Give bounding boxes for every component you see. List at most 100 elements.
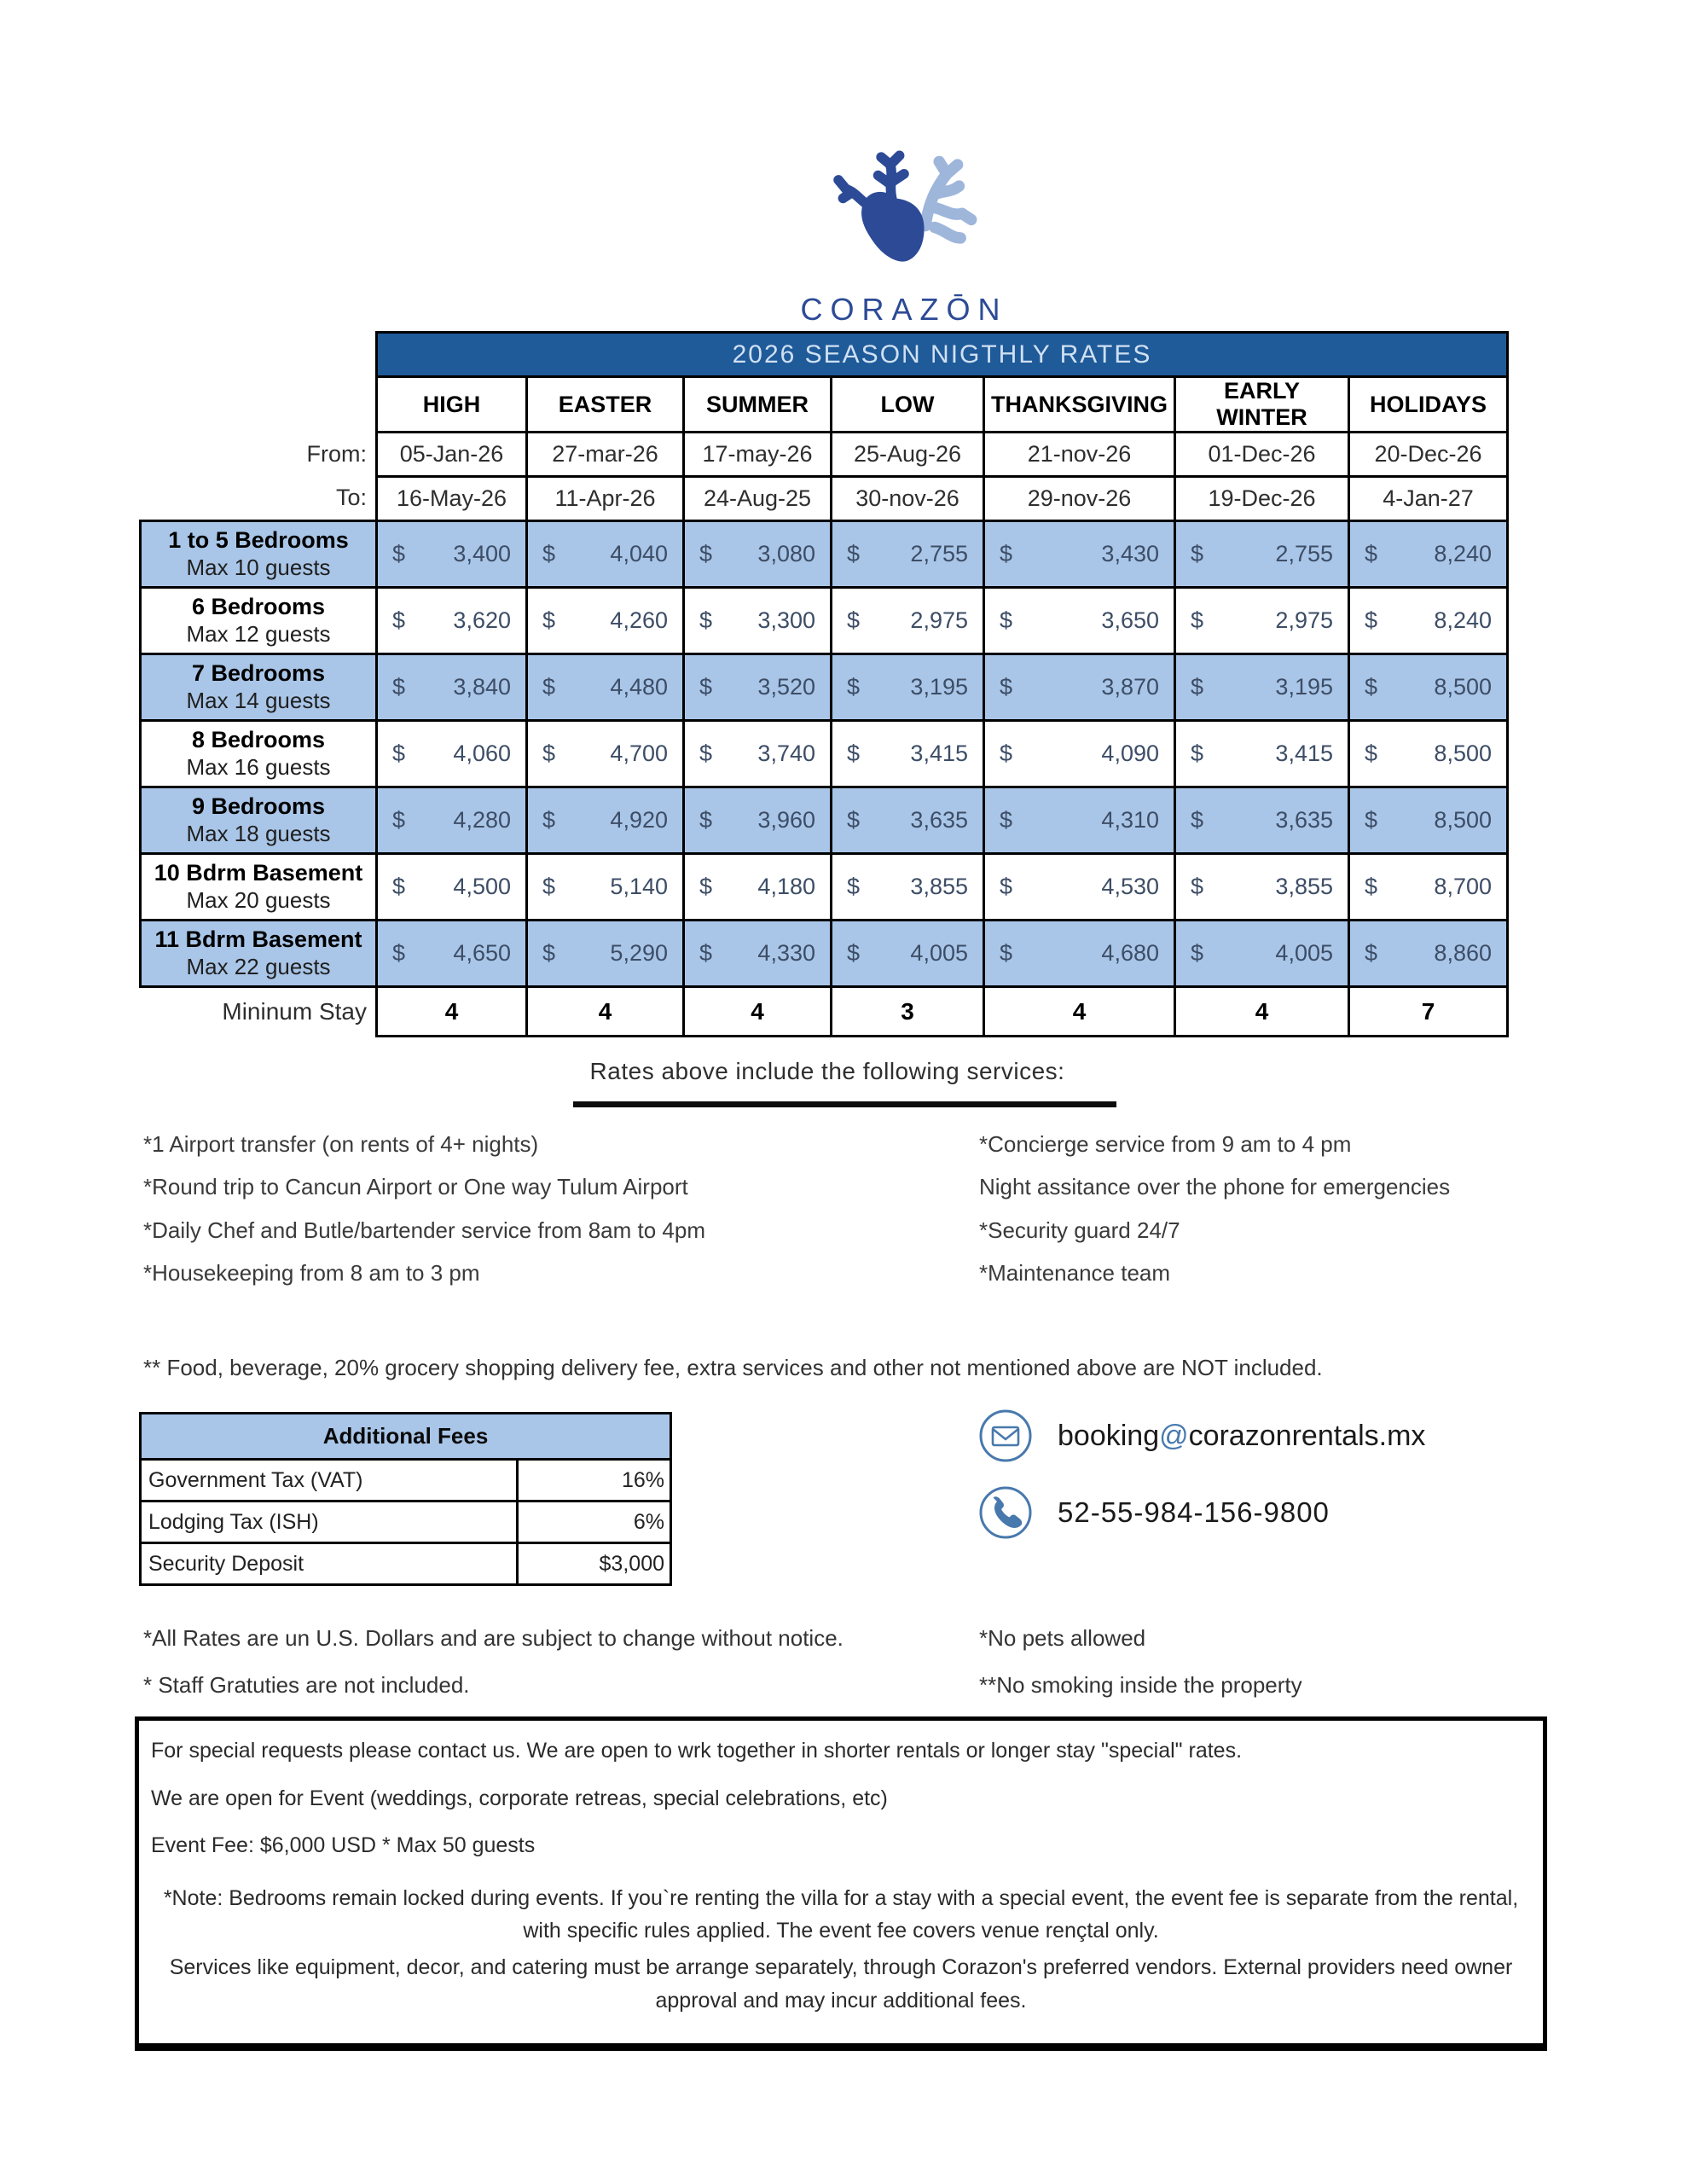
max-guests: Max 16 guests xyxy=(186,754,331,781)
currency-symbol: $ xyxy=(1000,741,1013,766)
currency-symbol: $ xyxy=(847,741,861,766)
currency-symbol: $ xyxy=(542,741,556,766)
currency-symbol: $ xyxy=(542,940,556,966)
max-guests: Max 20 guests xyxy=(186,887,331,914)
minimum-stay-value: 4 xyxy=(375,985,528,1037)
price-value: 3,840 xyxy=(453,674,511,700)
price-value: 5,290 xyxy=(610,940,668,966)
phone-icon xyxy=(979,1486,1032,1539)
special-line: For special requests please contact us. … xyxy=(151,1739,1243,1763)
additional-fees-table: Additional Fees Government Tax (VAT) 16%… xyxy=(139,1412,672,1586)
price-value: 3,855 xyxy=(1275,874,1333,899)
notes-left: *All Rates are un U.S. Dollars and are s… xyxy=(143,1625,844,1719)
price-cell: $3,195 xyxy=(830,653,985,722)
currency-symbol: $ xyxy=(1365,741,1378,766)
notes-right: *No pets allowed **No smoking inside the… xyxy=(979,1625,1302,1719)
season-header-row: HIGH EASTER SUMMER LOW THANKSGIVING EARL… xyxy=(140,375,1509,433)
date-from: 25-Aug-26 xyxy=(830,431,985,478)
season-header: EARLY WINTER xyxy=(1174,375,1350,433)
minimum-stay-value: 4 xyxy=(983,985,1176,1037)
price-cell: $4,310 xyxy=(983,786,1176,855)
row-label: 7 Bedrooms Max 14 guests xyxy=(139,653,378,722)
row-label: 9 Bedrooms Max 18 guests xyxy=(139,786,378,855)
to-label: To: xyxy=(140,476,377,521)
date-from: 21-nov-26 xyxy=(983,431,1176,478)
row-label: 1 to 5 Bedrooms Max 10 guests xyxy=(139,520,378,589)
currency-symbol: $ xyxy=(392,874,406,899)
price-cell: $3,960 xyxy=(682,786,832,855)
coral-heart-icon xyxy=(833,150,977,262)
price-cell: $8,700 xyxy=(1348,852,1509,921)
price-value: 3,080 xyxy=(757,541,815,566)
from-label: From: xyxy=(140,432,377,477)
note-item: *No pets allowed xyxy=(979,1625,1146,1651)
currency-symbol: $ xyxy=(1191,607,1204,633)
max-guests: Max 18 guests xyxy=(186,821,331,847)
price-cell: $4,330 xyxy=(682,919,832,988)
service-item: Night assitance over the phone for emerg… xyxy=(979,1174,1451,1200)
price-cell: $3,855 xyxy=(1174,852,1350,921)
price-value: 4,260 xyxy=(610,607,668,633)
price-cell: $4,060 xyxy=(375,719,528,788)
currency-symbol: $ xyxy=(1000,940,1013,966)
date-from: 17-may-26 xyxy=(682,431,832,478)
price-cell: $8,500 xyxy=(1348,653,1509,722)
price-value: 5,140 xyxy=(610,874,668,899)
minimum-stay-label: Mininum Stay xyxy=(140,986,377,1037)
price-cell: $3,635 xyxy=(830,786,985,855)
price-value: 4,090 xyxy=(1101,741,1159,766)
price-cell: $3,650 xyxy=(983,586,1176,655)
row-label: 10 Bdrm Basement Max 20 guests xyxy=(139,852,378,921)
minimum-stay-value: 4 xyxy=(525,985,685,1037)
price-value: 3,300 xyxy=(757,607,815,633)
season-header: LOW xyxy=(830,375,985,433)
currency-symbol: $ xyxy=(699,807,713,833)
price-value: 3,960 xyxy=(757,807,815,833)
date-from: 05-Jan-26 xyxy=(375,431,528,478)
currency-symbol: $ xyxy=(699,741,713,766)
bedrooms-name: 1 to 5 Bedrooms xyxy=(168,527,349,554)
price-value: 4,005 xyxy=(1275,940,1333,966)
currency-symbol: $ xyxy=(392,807,406,833)
currency-symbol: $ xyxy=(1365,874,1378,899)
currency-symbol: $ xyxy=(1365,940,1378,966)
currency-symbol: $ xyxy=(392,674,406,700)
price-value: 3,195 xyxy=(1275,674,1333,700)
price-cell: $4,260 xyxy=(525,586,685,655)
season-header: HIGH xyxy=(375,375,528,433)
bedrooms-name: 7 Bedrooms xyxy=(191,660,326,687)
price-value: 4,060 xyxy=(453,741,511,766)
minimum-stay-row: Mininum Stay 4 4 4 3 4 4 7 xyxy=(140,985,1509,1037)
price-cell: $5,290 xyxy=(525,919,685,988)
rate-row: 9 Bedrooms Max 18 guests $4,280 $4,920 $… xyxy=(139,786,1509,855)
coral-light-branch xyxy=(919,155,977,244)
event-note: *Note: Bedrooms remain locked during eve… xyxy=(163,1885,1519,1943)
price-value: 2,975 xyxy=(1275,607,1333,633)
currency-symbol: $ xyxy=(542,674,556,700)
currency-symbol: $ xyxy=(1191,874,1204,899)
currency-symbol: $ xyxy=(1365,607,1378,633)
table-corner-spacer xyxy=(140,332,377,377)
note-item: *All Rates are un U.S. Dollars and are s… xyxy=(143,1625,844,1651)
price-value: 3,635 xyxy=(910,807,968,833)
price-cell: $3,740 xyxy=(682,719,832,788)
price-cell: $3,195 xyxy=(1174,653,1350,722)
price-value: 3,650 xyxy=(1101,607,1159,633)
currency-symbol: $ xyxy=(542,607,556,633)
price-value: 4,180 xyxy=(757,874,815,899)
price-cell: $8,240 xyxy=(1348,520,1509,589)
rate-row: 6 Bedrooms Max 12 guests $3,620 $4,260 $… xyxy=(139,586,1509,655)
email-at-sign: @ xyxy=(1159,1419,1189,1452)
currency-symbol: $ xyxy=(1000,807,1013,833)
row-label: 11 Bdrm Basement Max 22 guests xyxy=(139,919,378,988)
price-cell: $2,755 xyxy=(1174,520,1350,589)
currency-symbol: $ xyxy=(1191,807,1204,833)
currency-symbol: $ xyxy=(392,541,406,566)
currency-symbol: $ xyxy=(699,674,713,700)
price-cell: $3,870 xyxy=(983,653,1176,722)
price-cell: $2,975 xyxy=(830,586,985,655)
date-to: 11-Apr-26 xyxy=(525,475,685,522)
price-value: 3,415 xyxy=(1275,741,1333,766)
rate-row: 10 Bdrm Basement Max 20 guests $4,500 $5… xyxy=(139,852,1509,921)
date-to: 19-Dec-26 xyxy=(1174,475,1350,522)
